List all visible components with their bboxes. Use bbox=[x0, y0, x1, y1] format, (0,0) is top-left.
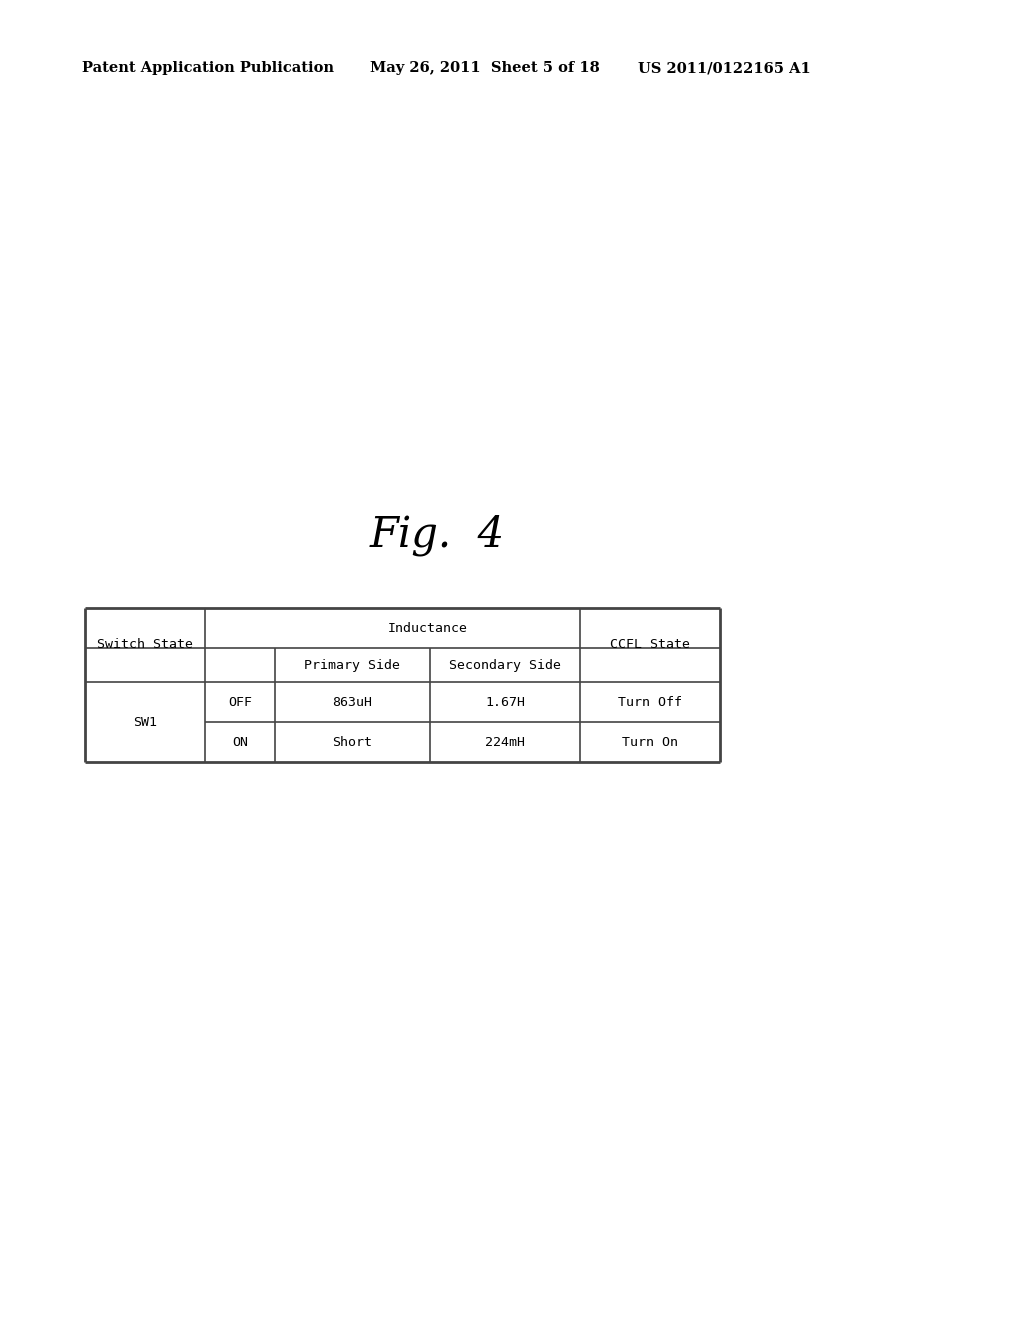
Text: Turn On: Turn On bbox=[622, 735, 678, 748]
Text: 224mH: 224mH bbox=[485, 735, 525, 748]
Text: Primary Side: Primary Side bbox=[304, 659, 400, 672]
Text: ON: ON bbox=[232, 735, 248, 748]
Text: Switch State: Switch State bbox=[97, 639, 193, 652]
Text: SW1: SW1 bbox=[133, 715, 157, 729]
Text: Fig.  4: Fig. 4 bbox=[370, 513, 505, 556]
Text: Patent Application Publication: Patent Application Publication bbox=[82, 61, 334, 75]
Text: OFF: OFF bbox=[228, 696, 252, 709]
Text: 1.67H: 1.67H bbox=[485, 696, 525, 709]
Text: Turn Off: Turn Off bbox=[618, 696, 682, 709]
Text: CCFL State: CCFL State bbox=[610, 639, 690, 652]
Text: Short: Short bbox=[333, 735, 373, 748]
Text: US 2011/0122165 A1: US 2011/0122165 A1 bbox=[638, 61, 811, 75]
Text: May 26, 2011  Sheet 5 of 18: May 26, 2011 Sheet 5 of 18 bbox=[370, 61, 600, 75]
Text: Inductance: Inductance bbox=[387, 622, 468, 635]
Text: Secondary Side: Secondary Side bbox=[449, 659, 561, 672]
Text: 863uH: 863uH bbox=[333, 696, 373, 709]
